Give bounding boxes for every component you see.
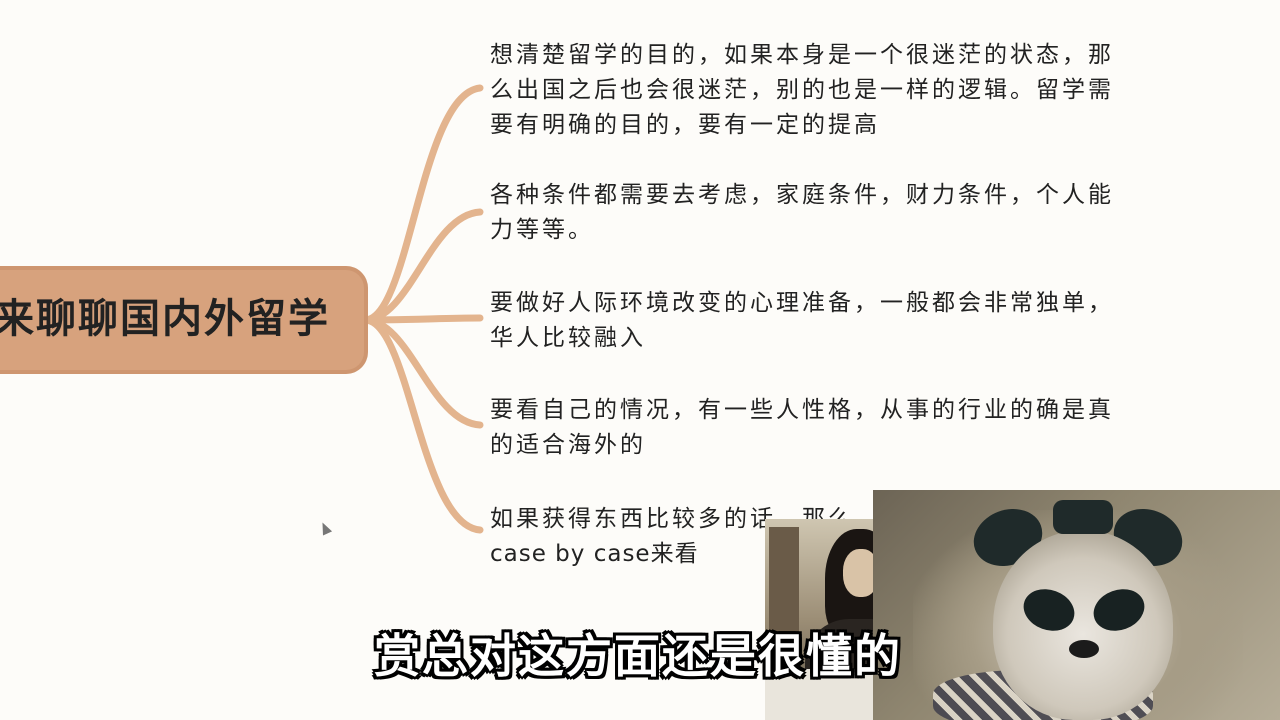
webcam-video-mascot [873,490,1280,720]
branch-2-text: 各种条件都需要去考虑，家庭条件，财力条件，个人能力等等。 [490,182,1114,243]
branch-3-text: 要做好人际环境改变的心理准备，一般都会非常独单，华人比较融入 [490,290,1114,351]
mascot-nose-shape [1069,640,1099,658]
mascot-face-shape [993,530,1173,720]
branch-1-text: 想清楚留学的目的，如果本身是一个很迷茫的状态，那么出国之后也会很迷茫，别的也是一… [490,42,1114,138]
video-subtitle: 赏总对这方面还是很懂的 [0,620,1280,686]
bookshelf-shape [769,527,799,667]
branch-5-text-line2: case by case来看 [490,541,699,567]
connector-branch-5 [361,316,484,534]
mascot-bow-shape [1053,500,1113,534]
connector-branch-1 [361,84,484,324]
central-topic-node [0,266,368,374]
connector-branch-2 [361,208,484,324]
central-topic-label: 来聊聊国内外留学 [0,296,330,342]
subtitle-text: 赏总对这方面还是很懂的 [374,629,902,683]
connector-branch-3 [361,314,484,324]
branch-4-text: 要看自己的情况，有一些人性格，从事的行业的确是真的适合海外的 [490,397,1114,458]
